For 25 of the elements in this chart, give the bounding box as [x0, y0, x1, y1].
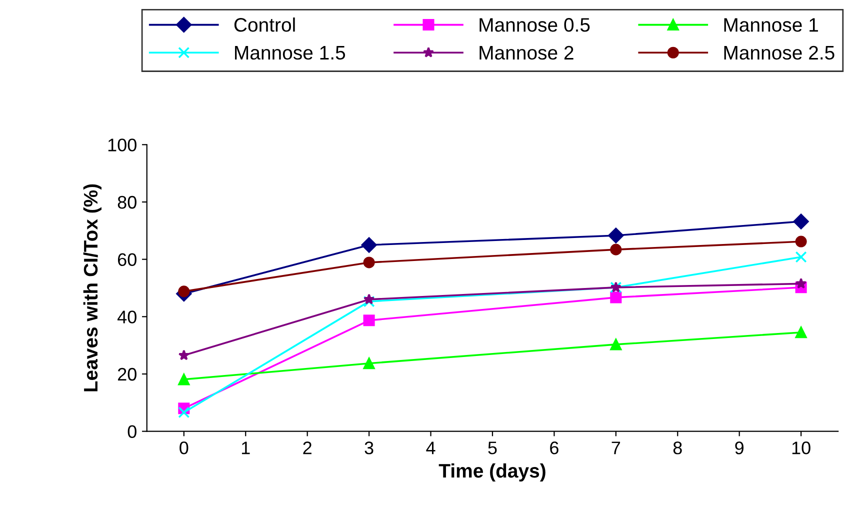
y-tick-label: 0	[128, 425, 136, 438]
y-tick-label: 20	[118, 368, 136, 381]
x-tick-label: 6	[550, 442, 558, 454]
legend-label: Mannose 0.5	[480, 18, 590, 32]
x-tick-label: 8	[673, 442, 682, 454]
legend-label: Mannose 1.5	[235, 46, 346, 60]
y-tick-label: 80	[118, 196, 136, 209]
x-tick-label: 1	[242, 442, 250, 454]
legend-label: Mannose 1	[724, 18, 818, 32]
legend-label: Mannose 2	[480, 46, 574, 60]
x-axis-title: Time (days)	[438, 463, 546, 482]
x-tick-label: 7	[612, 442, 620, 454]
legend-label: Mannose 2.5	[724, 46, 834, 60]
y-tick-label: 40	[117, 310, 136, 324]
y-tick-label: 60	[118, 253, 136, 266]
y-tick-label: 100	[108, 138, 136, 152]
x-tick-label: 9	[735, 442, 744, 454]
x-tick-label: 5	[488, 442, 497, 454]
x-tick-label: 0	[180, 442, 188, 454]
y-axis-title: Leaves with CI/Tox (%)	[83, 184, 102, 392]
x-tick-label: 2	[303, 442, 312, 454]
legend-label: Control	[234, 18, 295, 32]
x-tick-label: 4	[426, 442, 436, 454]
x-tick-label: 3	[364, 442, 374, 454]
x-tick-label: 10	[792, 442, 810, 454]
